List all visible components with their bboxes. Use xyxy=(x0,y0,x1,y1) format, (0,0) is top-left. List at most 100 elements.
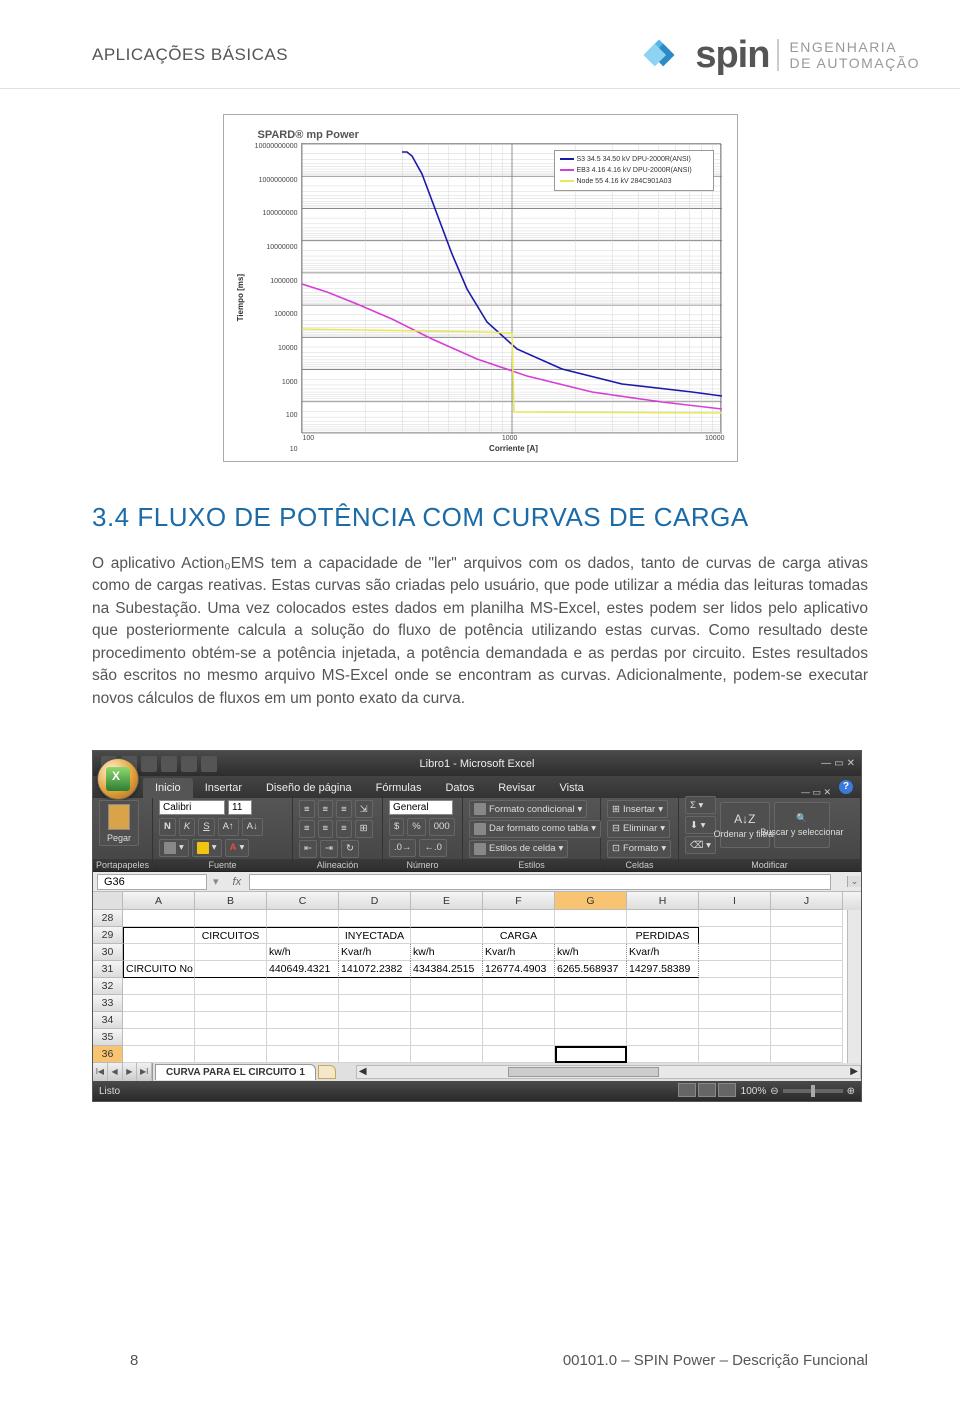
ribbon-tab[interactable]: Diseño de página xyxy=(254,778,364,798)
currency-button[interactable]: $ xyxy=(389,818,404,836)
zoom-slider[interactable] xyxy=(783,1089,843,1093)
cell[interactable]: kw/h xyxy=(267,944,339,961)
cell[interactable] xyxy=(339,910,411,927)
qat-icon[interactable] xyxy=(181,756,197,772)
cell[interactable]: 6265.568937 xyxy=(555,961,627,978)
clear-button[interactable]: ⌫ ▾ xyxy=(685,836,716,854)
cell[interactable] xyxy=(339,995,411,1012)
cell[interactable] xyxy=(339,1046,411,1063)
cell[interactable] xyxy=(555,995,627,1012)
cell[interactable] xyxy=(627,1012,699,1029)
font-shrink-button[interactable]: A↓ xyxy=(242,818,263,836)
merge-button[interactable]: ⊞ xyxy=(355,820,373,838)
conditional-format-button[interactable]: Formato condicional ▾ xyxy=(469,800,587,818)
cell[interactable] xyxy=(627,1029,699,1046)
cell[interactable] xyxy=(699,961,771,978)
cell[interactable] xyxy=(411,978,483,995)
number-format-select[interactable]: General xyxy=(389,800,453,815)
cell[interactable]: 440649.4321 xyxy=(267,961,339,978)
cell[interactable]: 434384.2515 xyxy=(411,961,483,978)
cell[interactable] xyxy=(771,927,843,944)
cell[interactable] xyxy=(483,1046,555,1063)
last-sheet-icon[interactable]: ▶I xyxy=(137,1063,152,1081)
cell[interactable] xyxy=(411,1029,483,1046)
zoom-out-button[interactable]: ⊖ xyxy=(770,1086,778,1097)
cell[interactable] xyxy=(123,910,195,927)
redo-icon[interactable] xyxy=(141,756,157,772)
cell[interactable]: 126774.4903 xyxy=(483,961,555,978)
ribbon-tab[interactable]: Revisar xyxy=(486,778,547,798)
fx-icon[interactable]: fx xyxy=(225,876,250,888)
cell[interactable] xyxy=(267,1046,339,1063)
fill-button[interactable]: ⬇ ▾ xyxy=(685,816,716,834)
vertical-scrollbar[interactable] xyxy=(847,910,861,1063)
paste-button[interactable]: Pegar xyxy=(99,800,139,846)
formula-bar[interactable] xyxy=(249,874,831,890)
cell[interactable] xyxy=(699,944,771,961)
column-header[interactable]: B xyxy=(195,892,267,910)
cell[interactable]: CIRCUITOS xyxy=(195,927,267,944)
cell[interactable] xyxy=(267,1012,339,1029)
cell[interactable] xyxy=(123,944,195,961)
cell[interactable] xyxy=(699,927,771,944)
cell[interactable] xyxy=(555,927,627,944)
cell[interactable] xyxy=(699,995,771,1012)
cell[interactable] xyxy=(627,910,699,927)
fill-color-button[interactable]: ▾ xyxy=(192,839,222,857)
cell[interactable] xyxy=(555,1046,627,1063)
italic-button[interactable]: K xyxy=(179,818,195,836)
sort-filter-button[interactable]: A↓Z Ordenar y filtrar xyxy=(720,802,770,848)
column-header[interactable]: D xyxy=(339,892,411,910)
cell[interactable] xyxy=(267,927,339,944)
prev-sheet-icon[interactable]: ◀ xyxy=(108,1063,123,1081)
ribbon-tab[interactable]: Datos xyxy=(433,778,486,798)
ribbon-tab[interactable]: Vista xyxy=(548,778,596,798)
align-button[interactable]: ≡ xyxy=(336,820,352,838)
cell[interactable] xyxy=(699,1012,771,1029)
wrap-button[interactable]: ⇲ xyxy=(355,800,373,818)
cell[interactable] xyxy=(411,1012,483,1029)
cell[interactable] xyxy=(699,1029,771,1046)
cell[interactable] xyxy=(339,1029,411,1046)
cell[interactable] xyxy=(267,978,339,995)
cell[interactable]: 141072.2382 xyxy=(339,961,411,978)
cell[interactable] xyxy=(195,944,267,961)
row-header[interactable]: 30 xyxy=(93,944,123,961)
column-header[interactable]: C xyxy=(267,892,339,910)
cell[interactable]: Kvar/h xyxy=(339,944,411,961)
new-sheet-button[interactable] xyxy=(318,1065,336,1079)
column-header[interactable]: G xyxy=(555,892,627,910)
minimize-icon[interactable]: — xyxy=(821,758,831,769)
next-sheet-icon[interactable]: ▶ xyxy=(123,1063,138,1081)
cell[interactable] xyxy=(195,961,267,978)
cell[interactable] xyxy=(771,1012,843,1029)
cell[interactable] xyxy=(123,1012,195,1029)
bold-button[interactable]: N xyxy=(159,818,176,836)
decimal-inc-button[interactable]: .0→ xyxy=(389,839,416,857)
cell[interactable] xyxy=(267,910,339,927)
cell[interactable] xyxy=(699,1046,771,1063)
cell[interactable]: CARGA xyxy=(483,927,555,944)
select-all-corner[interactable] xyxy=(93,892,123,910)
cell[interactable] xyxy=(555,1029,627,1046)
row-header[interactable]: 29 xyxy=(93,927,123,944)
name-box[interactable]: G36 xyxy=(97,874,207,890)
zoom-in-button[interactable]: ⊕ xyxy=(847,1086,855,1097)
view-buttons[interactable] xyxy=(677,1083,737,1100)
column-header[interactable]: E xyxy=(411,892,483,910)
sheet-tab[interactable]: CURVA PARA EL CIRCUITO 1 xyxy=(155,1064,316,1080)
indent-button[interactable]: ⇤ xyxy=(299,840,317,858)
cell[interactable] xyxy=(483,910,555,927)
cell[interactable] xyxy=(627,1046,699,1063)
cell[interactable] xyxy=(771,995,843,1012)
office-button[interactable] xyxy=(97,758,139,800)
window-controls[interactable]: — ▭ ✕ xyxy=(821,758,855,769)
align-button[interactable]: ≡ xyxy=(318,820,334,838)
cell[interactable] xyxy=(339,978,411,995)
ribbon-tab[interactable]: Inicio xyxy=(143,778,193,798)
find-select-button[interactable]: 🔍 Buscar y seleccionar xyxy=(774,802,830,848)
orient-button[interactable]: ↻ xyxy=(341,840,359,858)
cell[interactable] xyxy=(123,995,195,1012)
font-size-select[interactable]: 11 xyxy=(228,800,252,815)
cell[interactable]: CIRCUITO No 1 xyxy=(123,961,195,978)
